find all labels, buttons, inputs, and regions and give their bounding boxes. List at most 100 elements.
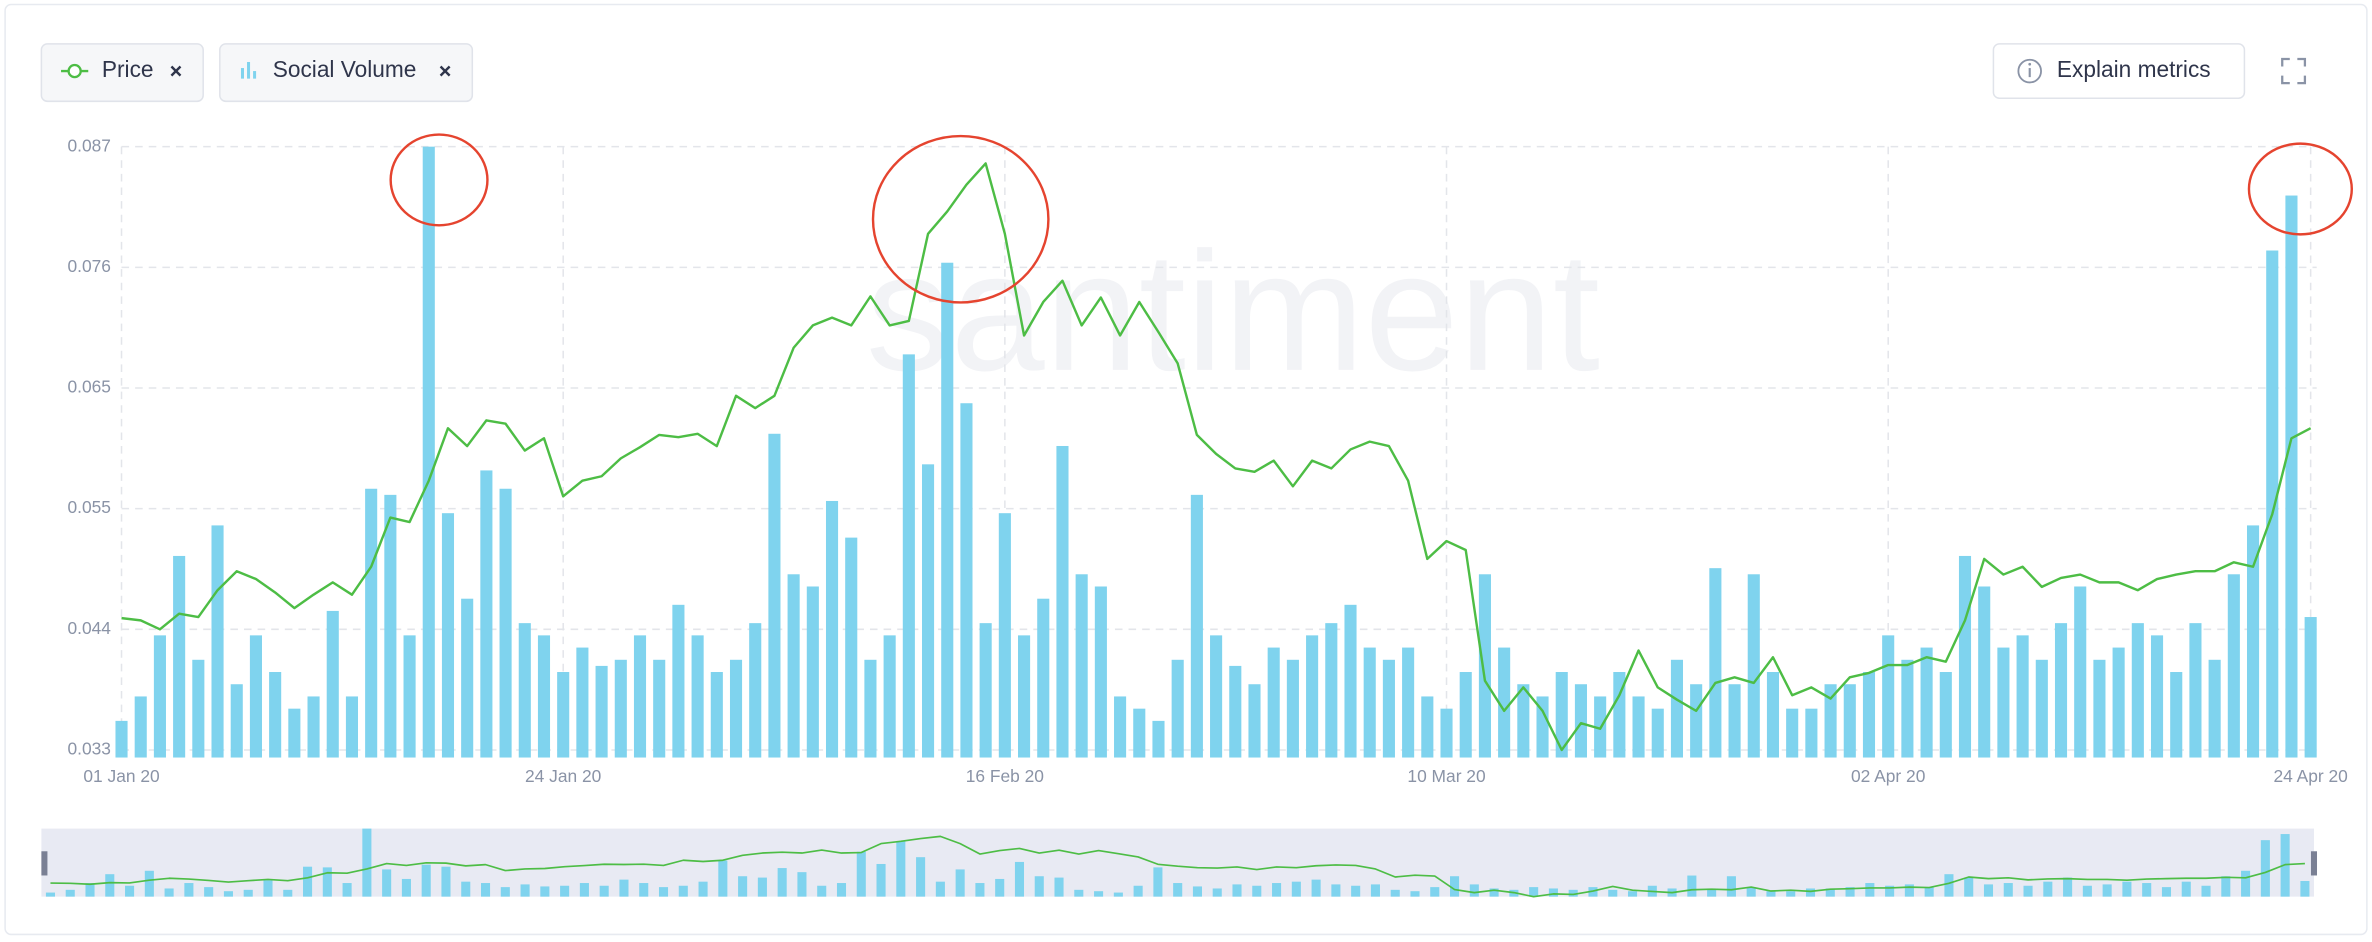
annotation-circle	[2247, 142, 2353, 236]
bar	[1588, 887, 1598, 897]
bar	[382, 869, 392, 897]
bar	[480, 470, 493, 758]
bar	[2300, 880, 2310, 897]
bar	[1054, 877, 1064, 897]
x-tick-label: 02 Apr 20	[1851, 766, 1925, 786]
bar	[1489, 888, 1499, 897]
bar	[757, 877, 767, 897]
bar	[1382, 659, 1395, 758]
bar	[1351, 885, 1361, 897]
bar	[1331, 884, 1341, 897]
bar	[1291, 881, 1301, 897]
x-tick-label: 24 Jan 20	[525, 766, 601, 786]
bar	[599, 885, 609, 897]
bar	[1074, 889, 1084, 897]
bar	[1153, 867, 1163, 897]
y-tick-label: 0.033	[67, 739, 110, 759]
card	[4, 3, 2368, 936]
bar	[2170, 672, 2183, 758]
bar	[883, 635, 896, 758]
bar	[1370, 884, 1380, 897]
bar	[729, 659, 743, 758]
bar	[864, 659, 877, 758]
bar	[787, 574, 800, 758]
bar	[595, 665, 608, 758]
annotation-circle	[871, 134, 1050, 304]
bar	[2181, 881, 2191, 897]
bar	[1311, 879, 1321, 897]
bar	[1212, 888, 1222, 897]
bar	[2043, 881, 2053, 897]
bar	[1726, 876, 1736, 897]
bar	[1171, 659, 1184, 758]
explain-button[interactable]	[1992, 43, 2246, 100]
fullscreen-icon[interactable]	[2281, 57, 2307, 85]
bar	[1210, 635, 1223, 758]
bar	[817, 885, 827, 897]
bar	[2023, 885, 2033, 897]
legend-chip[interactable]	[40, 43, 204, 103]
info-icon	[2028, 62, 2032, 66]
bar	[2016, 635, 2029, 758]
bar	[2142, 883, 2152, 897]
bar	[836, 883, 847, 897]
bar	[105, 874, 115, 897]
bar	[45, 892, 55, 897]
button-label: Explain metrics	[2057, 56, 2211, 82]
bar	[1555, 672, 1568, 758]
bar	[520, 884, 530, 897]
navigator-handle[interactable]	[2310, 851, 2318, 876]
bar	[856, 851, 866, 897]
bar	[461, 598, 474, 758]
bar	[1306, 635, 1319, 758]
bar	[1229, 665, 1242, 758]
bar	[710, 672, 723, 758]
bar	[1944, 874, 1954, 897]
navigator-handle[interactable]	[41, 851, 48, 876]
bar	[614, 659, 627, 758]
legend-label: Social Volume	[273, 56, 417, 82]
bar	[1363, 647, 1376, 758]
bar	[403, 635, 416, 758]
bar	[1632, 696, 1645, 758]
bar	[1747, 574, 1760, 758]
bar	[125, 885, 135, 897]
bar	[2035, 659, 2048, 758]
plot-area	[115, 146, 2317, 758]
bar	[441, 866, 451, 897]
bar	[658, 887, 669, 897]
bar	[1248, 684, 1261, 758]
legend-chip[interactable]	[219, 43, 474, 103]
bar	[2003, 883, 2013, 897]
bar	[1920, 647, 1933, 758]
bar	[941, 262, 954, 758]
bar	[995, 878, 1005, 897]
bar	[1152, 720, 1165, 758]
bar	[1805, 708, 1818, 758]
bar	[1766, 672, 1780, 758]
bar	[422, 146, 435, 758]
bar	[384, 494, 397, 758]
bar	[2266, 250, 2279, 758]
bar	[1286, 659, 1299, 758]
bar	[1845, 887, 1855, 897]
bar	[1728, 684, 1741, 758]
bar	[1114, 696, 1127, 758]
remove-icon[interactable]	[439, 65, 451, 77]
bar	[633, 635, 647, 758]
bar	[230, 684, 243, 758]
bar	[1390, 889, 1400, 897]
bar	[1670, 659, 1684, 758]
bar	[1267, 647, 1280, 758]
bar	[1252, 885, 1262, 897]
bar	[2241, 870, 2251, 897]
bar	[362, 828, 372, 897]
bar	[960, 403, 973, 758]
bar	[1843, 684, 1856, 758]
bar	[1190, 494, 1203, 758]
bar	[115, 720, 128, 758]
remove-icon[interactable]	[170, 65, 182, 77]
bar	[164, 888, 174, 897]
bar	[1056, 445, 1069, 758]
bar	[1037, 598, 1050, 758]
